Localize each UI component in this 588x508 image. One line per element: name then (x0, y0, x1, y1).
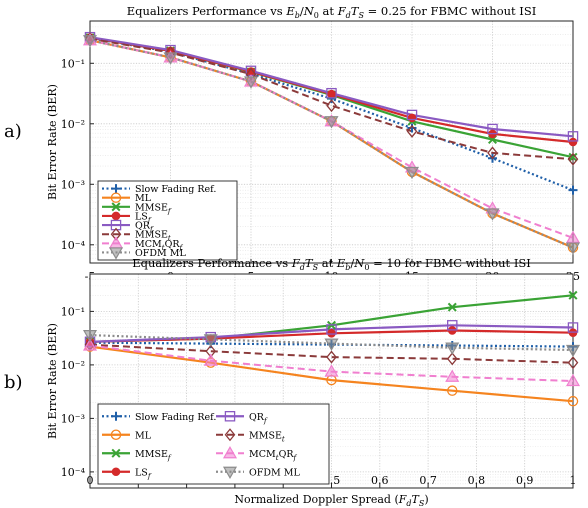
legend-label-5: MMSEt (249, 430, 285, 443)
data-point (406, 124, 418, 138)
y-tick-label: 10⁻² (61, 118, 85, 131)
legend-label-4: QRf (249, 412, 268, 425)
data-point (326, 99, 337, 113)
y-tick-label: 10⁻⁴ (61, 466, 86, 479)
legend: Slow Fading Ref. ML MMSEf LSf QRf MMSEt MCMtQR… (97, 403, 330, 485)
x-tick-label: 0.6 (371, 474, 389, 487)
y-tick-label: 10⁻² (61, 359, 85, 372)
data-point (487, 123, 498, 135)
data-point (203, 334, 218, 347)
data-point (567, 356, 579, 370)
legend-marker (110, 192, 122, 203)
data-point (82, 338, 98, 351)
x-tick-label: 0.8 (468, 474, 486, 487)
data-point (82, 35, 98, 48)
data-point (326, 350, 337, 364)
y-tick-label: 10⁻¹ (61, 57, 85, 70)
legend-label-3: LSf (135, 211, 152, 224)
panel-label-b: b) (4, 372, 23, 393)
data-point (568, 152, 578, 162)
data-point (446, 385, 458, 396)
legend-label-6: MCMtQRf (135, 239, 184, 252)
data-point (324, 116, 339, 129)
legend-label-0: Slow Fading Ref. (135, 412, 216, 423)
data-point (324, 364, 339, 377)
legend-label-7: OFDM ML (135, 248, 186, 259)
x-tick-label: 1 (570, 474, 577, 487)
data-point (487, 146, 498, 160)
data-point (565, 373, 581, 387)
legend-label-6: MCMtQRf (249, 449, 298, 462)
data-point (568, 290, 578, 300)
data-point (407, 113, 417, 123)
data-point (568, 137, 578, 147)
data-point (406, 109, 418, 121)
legend-marker (111, 211, 121, 221)
series-line-5 (90, 343, 573, 364)
y-axis-label: Bit Error Rate (BER) (46, 84, 59, 200)
legend-marker (224, 428, 236, 442)
x-tick-label: 0 (87, 474, 94, 487)
legend-label-3: LSf (135, 467, 152, 480)
chart-title: Equalizers Performance vs Eb/N0 at FdTS … (127, 4, 537, 20)
chart-title: Equalizers Performance vs FdTS at Eb/N0 … (132, 256, 531, 272)
legend-label-4: QRf (135, 221, 154, 234)
data-point (326, 324, 337, 335)
x-tick-label: 0.7 (419, 474, 437, 487)
data-point (567, 131, 579, 142)
data-point (485, 208, 500, 221)
data-point (203, 353, 218, 366)
data-point (568, 185, 578, 195)
data-point (327, 89, 336, 99)
legend-label-5: MMSEt (135, 230, 171, 243)
data-point (446, 320, 458, 331)
data-point (565, 230, 581, 243)
legend-marker (222, 466, 238, 479)
legend-label-1: ML (135, 193, 152, 204)
y-tick-label: 10⁻¹ (61, 305, 85, 318)
data-point (447, 302, 457, 312)
data-point (565, 242, 581, 255)
legend-marker (111, 448, 121, 458)
data-point (565, 344, 581, 358)
chart-ber-vs-doppler: 00.10.20.30.40.50.60.70.80.9110⁻¹10⁻²10⁻… (46, 256, 581, 508)
legend-marker (108, 247, 124, 260)
legend-marker (111, 467, 121, 477)
legend-marker (111, 184, 121, 194)
data-point (327, 328, 336, 338)
data-point (404, 166, 420, 180)
data-point (567, 395, 579, 407)
series-line-1 (90, 345, 573, 403)
data-point (82, 330, 98, 343)
data-point (567, 322, 579, 333)
y-tick-label: 10⁻³ (61, 412, 85, 425)
data-point (163, 52, 178, 65)
legend-marker (110, 429, 122, 440)
data-point (445, 342, 460, 355)
x-axis-label: Normalized Doppler Spread (FdTS) (234, 493, 428, 508)
legend-label-7: OFDM ML (249, 467, 300, 478)
legend-label-1: ML (135, 430, 152, 441)
legend-marker (111, 411, 121, 421)
legend-label-2: MMSEf (135, 202, 172, 215)
panel-label-a: a) (4, 121, 22, 142)
legend: Slow Fading Ref.MLMMSEfLSfQRfMMSEtMCMtQR… (97, 180, 238, 261)
data-point (324, 338, 339, 351)
data-point (243, 76, 259, 89)
y-axis-label: Bit Error Rate (BER) (46, 323, 59, 439)
legend-marker (224, 410, 236, 422)
legend-label-2: MMSEf (135, 449, 172, 462)
x-tick-label: 0.9 (516, 474, 534, 487)
legend-marker (222, 446, 238, 459)
data-point (326, 87, 337, 99)
data-point (567, 152, 579, 166)
legend-label-0: Slow Fading Ref. (135, 184, 216, 195)
data-point (445, 369, 460, 382)
y-tick-label: 10⁻⁴ (61, 239, 86, 252)
y-tick-label: 10⁻³ (61, 178, 85, 191)
data-point (446, 352, 458, 366)
legend-marker (111, 202, 121, 212)
